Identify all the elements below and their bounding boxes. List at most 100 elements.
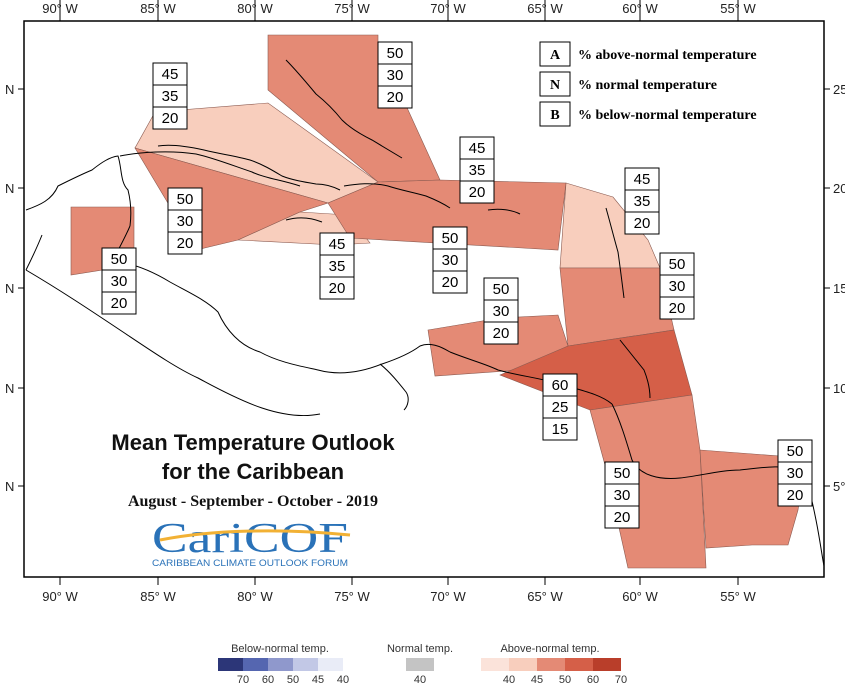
colorbar-swatch-below: [243, 658, 268, 671]
key-text: % below-normal temperature: [578, 108, 757, 123]
prob-value-A: 50: [111, 251, 128, 268]
key-letter: A: [550, 48, 561, 63]
prob-box-abc-islands: 50 30 20: [483, 277, 519, 345]
colorbar-tick-above: 40: [503, 674, 515, 684]
longitude-ticks: [59, 0, 739, 585]
prob-box-guyana: 50 30 20: [604, 461, 640, 529]
prob-value-N: 30: [442, 252, 459, 269]
colorbar-swatch-above: [537, 658, 565, 671]
prob-box-windward-islands: 50 30 20: [659, 252, 695, 320]
colorbar-swatch-below: [293, 658, 318, 671]
colorbar-swatch-above: [481, 658, 509, 671]
lon-label: 80° W: [237, 1, 273, 16]
prob-value-B: 20: [387, 89, 404, 106]
prob-cell: [659, 296, 695, 320]
colorbar-tick-below: 40: [337, 674, 349, 684]
prob-value-A: 50: [669, 256, 686, 273]
colorbar-swatch-below: [268, 658, 293, 671]
key-box: [539, 71, 571, 97]
prob-value-B: 20: [787, 487, 804, 504]
colorbar-tick-below: 45: [312, 674, 324, 684]
coastlines: [25, 59, 825, 567]
lon-label: 90° W: [42, 589, 78, 604]
lon-label: 75° W: [334, 1, 370, 16]
prob-value-A: 45: [329, 236, 346, 253]
lat-label-right: 25: [833, 82, 845, 97]
map-title: Mean Temperature Outlook for the Caribbe…: [111, 430, 395, 510]
prob-value-A: 50: [493, 281, 510, 298]
prob-cell: [542, 417, 578, 441]
prob-value-B: 20: [162, 110, 179, 127]
colorbar-tick-below: 60: [262, 674, 274, 684]
prob-value-B: 20: [329, 280, 346, 297]
lon-labels-bottom: 90° W 85° W 80° W 75° W 70° W 65° W 60° …: [42, 589, 756, 604]
key-letter: B: [550, 108, 559, 123]
prob-value-A: 50: [177, 191, 194, 208]
colorbar-normal-title: Normal temp.: [387, 643, 453, 655]
prob-box-leeward-islands: 45 35 20: [624, 167, 660, 235]
prob-value-B: 20: [493, 325, 510, 342]
prob-value-B: 20: [614, 509, 631, 526]
prob-cell: [604, 505, 640, 529]
key-box: [539, 41, 571, 67]
lon-label: 85° W: [140, 1, 176, 16]
lat-label-left: N: [5, 479, 14, 494]
prob-value-A: 45: [469, 140, 486, 157]
prob-box-turks-and-caicos-north: 45 35 20: [459, 136, 495, 204]
map-key: A N B % above-normal temperature % norma…: [539, 41, 757, 127]
prob-value-N: 30: [669, 278, 686, 295]
prob-value-B: 20: [634, 215, 651, 232]
colorbar-swatch-normal: [406, 658, 434, 671]
prob-value-B: 20: [442, 274, 459, 291]
key-box: [539, 101, 571, 127]
lat-labels: N N N N N 25 20 15 10 5°: [5, 82, 845, 494]
logo-wordmark: CariCOF: [152, 516, 348, 562]
prob-cell: [377, 85, 413, 109]
prob-value-N: 35: [162, 88, 179, 105]
lat-label-right: 5°: [833, 479, 845, 494]
lon-label: 55° W: [720, 1, 756, 16]
prob-cell: [319, 276, 355, 300]
lat-label-left: N: [5, 281, 14, 296]
key-letter: N: [550, 78, 560, 93]
prob-value-A: 45: [162, 66, 179, 83]
prob-cell: [432, 270, 468, 294]
lon-label: 65° W: [527, 1, 563, 16]
region-leeward: [559, 182, 661, 269]
prob-cell: [167, 231, 203, 255]
prob-value-N: 30: [787, 465, 804, 482]
prob-value-N: 35: [469, 162, 486, 179]
colorbar-tick-below: 70: [237, 674, 249, 684]
prob-value-B: 20: [177, 235, 194, 252]
lat-label-left: N: [5, 82, 14, 97]
colorbar-swatch-below: [218, 658, 243, 671]
title-line-2: for the Caribbean: [162, 459, 344, 484]
colorbar-swatch-above: [509, 658, 537, 671]
prob-value-B: 20: [669, 300, 686, 317]
prob-value-N: 35: [634, 193, 651, 210]
lon-label: 90° W: [42, 1, 78, 16]
colorbar-tick-normal: 40: [414, 674, 426, 684]
colorbar-tick-above: 50: [559, 674, 571, 684]
prob-cell: [777, 483, 813, 507]
colorbar-tick-above: 60: [587, 674, 599, 684]
prob-cell: [483, 321, 519, 345]
prob-box-bahamas: 50 30 20: [377, 41, 413, 109]
lat-label-left: N: [5, 381, 14, 396]
prob-value-N: 30: [111, 273, 128, 290]
prob-value-B: 15: [552, 421, 569, 438]
prob-box-belize: 50 30 20: [101, 247, 137, 315]
lon-label: 80° W: [237, 589, 273, 604]
lat-label-right: 20: [833, 181, 845, 196]
prob-value-N: 30: [177, 213, 194, 230]
prob-box-cayman-jamaica-west: 50 30 20: [167, 187, 203, 255]
prob-box-jamaica: 45 35 20: [319, 232, 355, 300]
lon-label: 60° W: [622, 589, 658, 604]
lon-label: 60° W: [622, 1, 658, 16]
lon-label: 85° W: [140, 589, 176, 604]
prob-value-A: 45: [634, 171, 651, 188]
prob-value-N: 25: [552, 399, 569, 416]
lat-label-left: N: [5, 181, 14, 196]
prob-box-cuba: 45 35 20: [152, 62, 188, 130]
